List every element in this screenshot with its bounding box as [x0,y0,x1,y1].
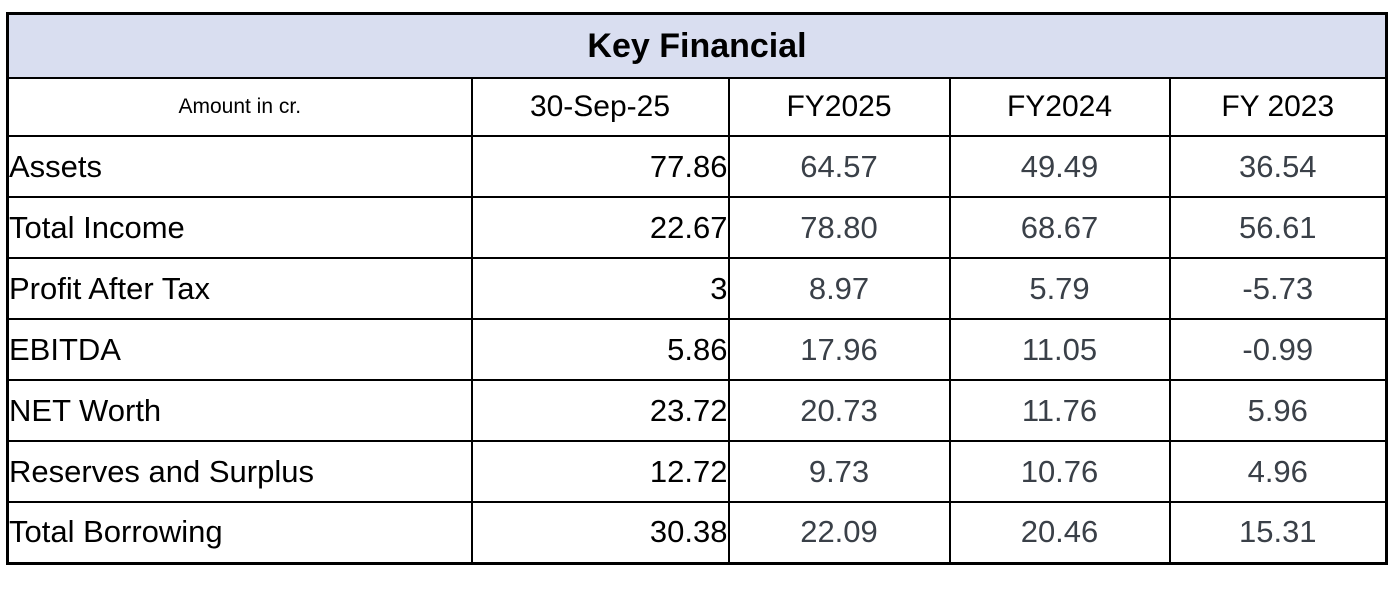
cell-value: 77.86 [470,135,730,198]
cell-value: 23.72 [470,379,730,442]
row-label: Profit After Tax [6,257,473,320]
row-label: Total Income [6,196,473,259]
cell-value: 5.96 [1168,379,1388,442]
cell-value: 11.76 [948,379,1171,442]
table-row-reserves-and-surplus: Reserves and Surplus 12.72 9.73 10.76 4.… [6,440,1388,503]
cell-value: 64.57 [727,135,951,198]
table-title-row: Key Financial [6,12,1388,79]
cell-value: 10.76 [948,440,1171,503]
table-row-profit-after-tax: Profit After Tax 3 8.97 5.79 -5.73 [6,257,1388,320]
row-label: Assets [6,135,473,198]
cell-value: 5.79 [948,257,1171,320]
cell-value: 56.61 [1168,196,1388,259]
cell-value: 9.73 [727,440,951,503]
cell-value: 36.54 [1168,135,1388,198]
cell-value: 22.09 [727,501,951,564]
table-row-net-worth: NET Worth 23.72 20.73 11.76 5.96 [6,379,1388,442]
cell-value: 20.73 [727,379,951,442]
cell-value: 15.31 [1168,501,1388,564]
key-financial-table-container: Key Financial Amount in cr. 30-Sep-25 FY… [6,12,1389,565]
cell-value: 68.67 [948,196,1171,259]
cell-value: 17.96 [727,318,951,381]
cell-value: 8.97 [727,257,951,320]
table-title: Key Financial [6,12,1388,79]
row-label: Reserves and Surplus [6,440,473,503]
row-label: Total Borrowing [6,501,473,564]
table-row-ebitda: EBITDA 5.86 17.96 11.05 -0.99 [6,318,1388,381]
table-row-total-borrowing: Total Borrowing 30.38 22.09 20.46 15.31 [6,501,1388,564]
table-row-assets: Assets 77.86 64.57 49.49 36.54 [6,135,1388,198]
cell-value: 4.96 [1168,440,1388,503]
cell-value: -5.73 [1168,257,1388,320]
key-financial-table: Key Financial Amount in cr. 30-Sep-25 FY… [6,12,1389,565]
cell-value: 3 [470,257,730,320]
col-header-30-sep-25: 30-Sep-25 [470,77,730,137]
cell-value: -0.99 [1168,318,1388,381]
col-header-fy2024: FY2024 [948,77,1171,137]
table-row-total-income: Total Income 22.67 78.80 68.67 56.61 [6,196,1388,259]
cell-value: 20.46 [948,501,1171,564]
cell-value: 12.72 [470,440,730,503]
unit-label: Amount in cr. [6,77,473,137]
row-label: EBITDA [6,318,473,381]
col-header-fy2023: FY 2023 [1168,77,1388,137]
cell-value: 22.67 [470,196,730,259]
cell-value: 30.38 [470,501,730,564]
cell-value: 11.05 [948,318,1171,381]
cell-value: 5.86 [470,318,730,381]
cell-value: 49.49 [948,135,1171,198]
row-label: NET Worth [6,379,473,442]
column-header-row: Amount in cr. 30-Sep-25 FY2025 FY2024 FY… [6,77,1388,137]
cell-value: 78.80 [727,196,951,259]
col-header-fy2025: FY2025 [727,77,951,137]
